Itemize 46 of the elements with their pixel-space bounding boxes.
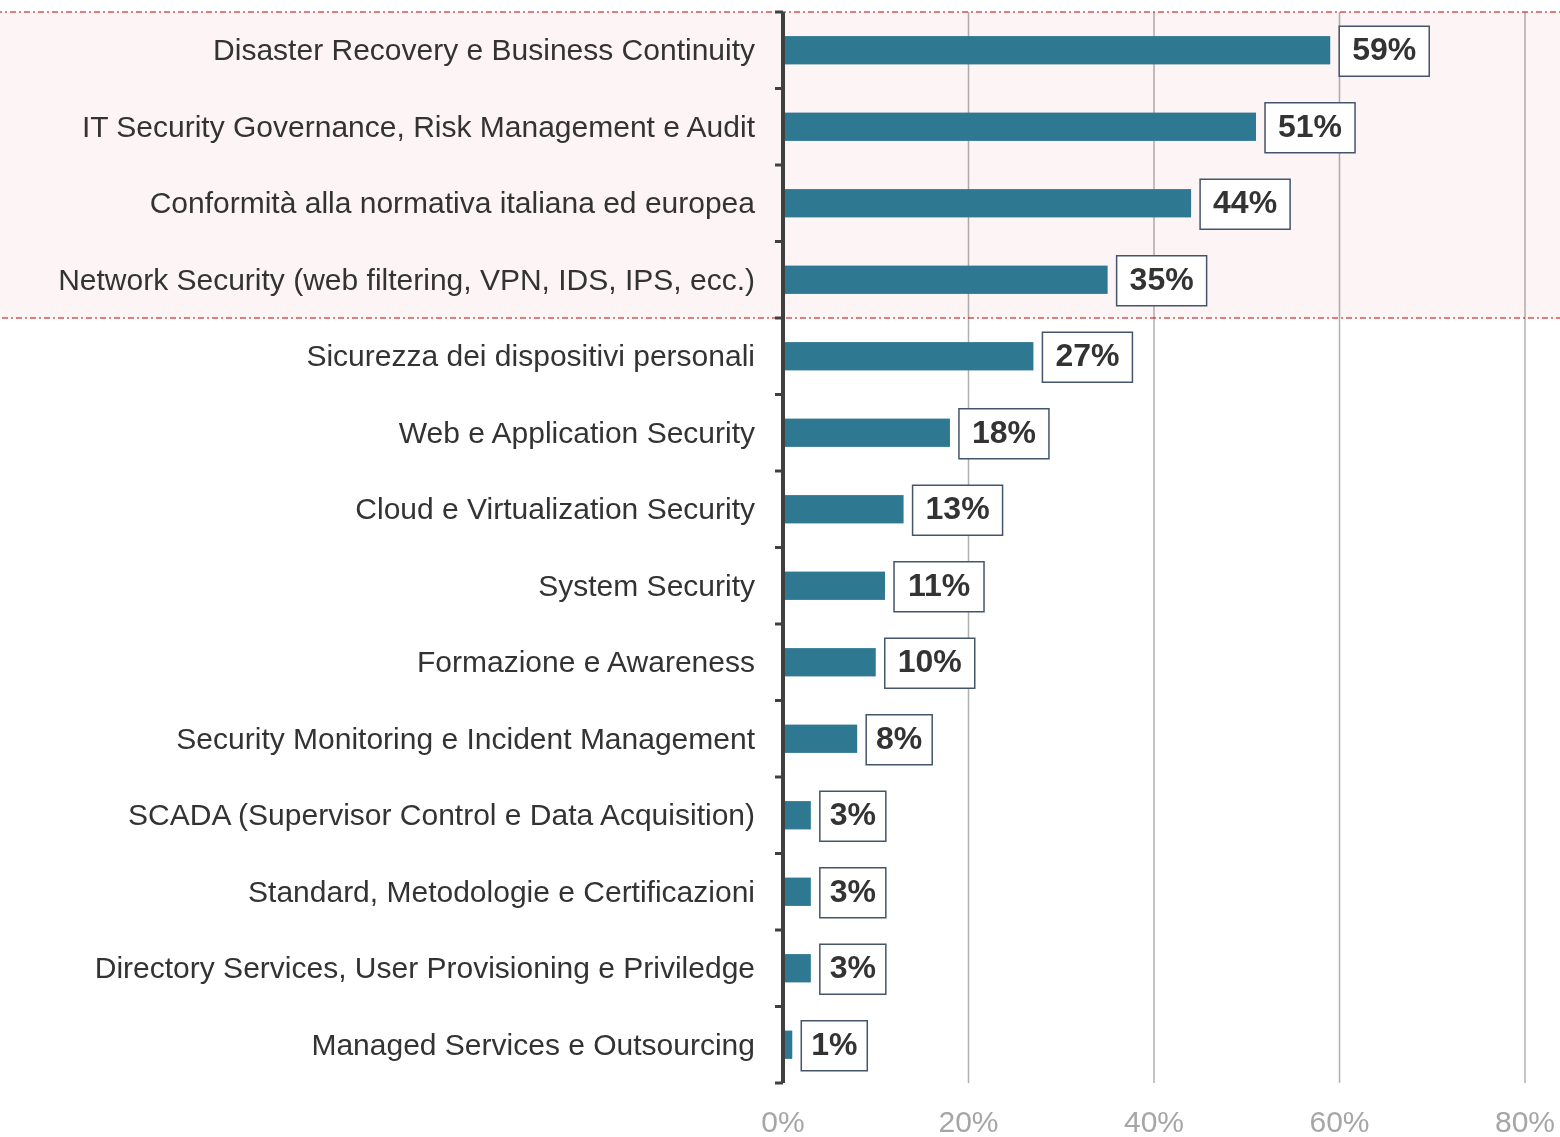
data-label: 1% — [811, 1025, 858, 1062]
data-label: 13% — [925, 490, 990, 527]
bar — [783, 877, 811, 906]
y-tick-label: Sicurezza dei dispositivi personali — [306, 339, 755, 373]
data-label: 8% — [876, 719, 923, 756]
y-tick-label: Directory Services, User Provisioning e Priviledge — [94, 951, 755, 985]
y-tick-label: Security Monitoring e Incident Management — [176, 721, 756, 755]
y-tick-label: Conformità alla normativa italiana ed europea — [149, 186, 756, 220]
y-tick-label: Formazione e Awareness — [417, 645, 755, 679]
y-tick-label: Standard, Metodologie e Certificazioni — [248, 874, 755, 908]
y-tick-label: Cloud e Virtualization Security — [355, 492, 755, 526]
y-tick-label: Managed Services e Outsourcing — [311, 1027, 755, 1061]
bar — [783, 571, 886, 600]
bar — [783, 36, 1331, 65]
x-tick-label: 60% — [1309, 1105, 1370, 1137]
y-tick-label: IT Security Governance, Risk Management e Audit — [81, 109, 756, 143]
x-tick-label: 40% — [1123, 1105, 1185, 1137]
bar — [783, 265, 1108, 294]
data-label: 11% — [907, 566, 971, 603]
bar — [783, 724, 858, 753]
bar — [783, 801, 811, 830]
x-tick-label: 80% — [1494, 1105, 1556, 1137]
x-tick-label: 0% — [761, 1105, 805, 1137]
data-label: 51% — [1278, 107, 1343, 144]
data-label: 18% — [971, 413, 1036, 450]
data-label: 59% — [1352, 31, 1417, 68]
y-tick-label: Disaster Recovery e Business Continuity — [213, 33, 755, 67]
data-label: 10% — [897, 643, 962, 680]
bar — [783, 342, 1034, 371]
bar — [783, 495, 904, 524]
bar — [783, 418, 950, 447]
y-tick-label: Web e Application Security — [398, 415, 755, 449]
data-label: 3% — [829, 949, 876, 986]
bar — [783, 648, 876, 677]
data-label: 3% — [829, 872, 876, 909]
data-label: 3% — [829, 796, 876, 833]
bar — [783, 112, 1257, 141]
data-label: 27% — [1055, 337, 1120, 374]
data-label: 44% — [1213, 184, 1278, 221]
x-tick-label: 20% — [938, 1105, 999, 1137]
y-tick-label: SCADA (Supervisor Control e Data Acquisition) — [128, 798, 755, 832]
bar — [783, 189, 1192, 218]
y-tick-label: Network Security (web filtering, VPN, IDS, IPS, ecc.) — [58, 262, 755, 296]
y-tick-label: System Security — [538, 568, 755, 602]
bar — [783, 954, 811, 983]
data-label: 35% — [1129, 260, 1194, 297]
